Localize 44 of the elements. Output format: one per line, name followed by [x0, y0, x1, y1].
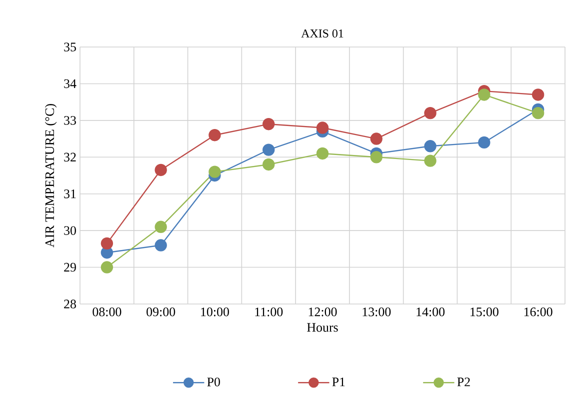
point	[154, 220, 167, 233]
x-tick-label: 13:00	[362, 308, 391, 316]
y-tick-label: 33	[64, 116, 76, 125]
point	[154, 239, 167, 252]
point	[208, 129, 221, 142]
y-tick-label: 30	[64, 226, 76, 235]
y-tick-label: 35	[64, 42, 76, 52]
point	[424, 140, 436, 152]
point	[424, 106, 436, 120]
point	[100, 261, 114, 274]
point	[478, 136, 490, 149]
point	[316, 147, 329, 160]
y-tick-label: 29	[64, 262, 76, 272]
x-tick-label: 14:00	[416, 308, 445, 316]
legend-label: P1	[332, 378, 345, 386]
chart-title: AXIS 01	[301, 29, 344, 38]
x-tick-label: 10:00	[201, 308, 229, 316]
y-tick-label: 31	[64, 190, 76, 198]
x-tick-label: 12:00	[308, 308, 337, 316]
y-tick-label: 32	[64, 152, 76, 162]
y-tick-label: 28	[64, 300, 76, 308]
point	[154, 164, 167, 176]
y-axis-title: AIR TEMPERATURE (°C)	[44, 104, 57, 248]
y-tick-label: 34	[64, 79, 76, 88]
point	[262, 158, 275, 171]
x-axis-title: Hours	[307, 323, 338, 332]
legend-label: P2	[457, 378, 470, 386]
point	[532, 106, 544, 120]
x-tick-label: 11:00	[255, 308, 283, 316]
point	[208, 166, 221, 178]
x-tick-label: 16:00	[524, 308, 552, 316]
point	[370, 132, 382, 145]
point	[478, 88, 490, 101]
point	[316, 122, 329, 134]
x-tick-label: 08:00	[92, 308, 122, 316]
point	[100, 237, 114, 250]
point	[262, 144, 275, 156]
point	[532, 88, 544, 101]
x-tick-label: 15:00	[470, 308, 498, 316]
point	[424, 154, 436, 167]
point	[370, 151, 382, 164]
x-tick-label: 09:00	[146, 308, 176, 316]
legend-label: P0	[207, 378, 220, 386]
point	[262, 118, 275, 130]
